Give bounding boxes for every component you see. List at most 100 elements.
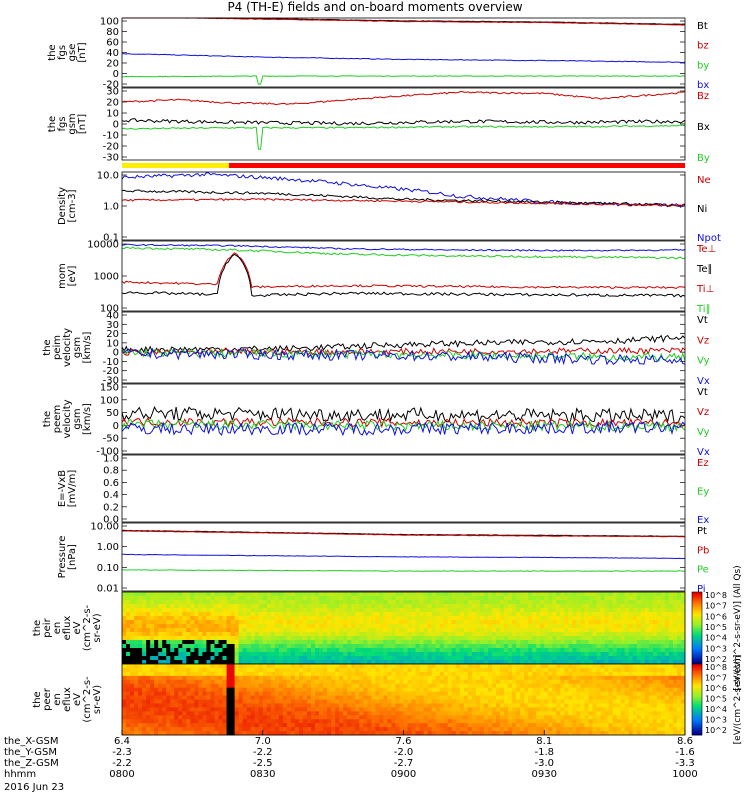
spectrogram-cell (359, 616, 364, 621)
spectrogram-cell (298, 675, 304, 681)
spectrogram-cell (186, 664, 191, 669)
spectrogram-cell (351, 648, 356, 653)
spectrogram-cell (536, 600, 541, 605)
spectrogram-cell (512, 664, 517, 669)
spectrogram-cell (463, 703, 469, 708)
spectrogram-cell (154, 640, 159, 645)
spectrogram-cell (194, 695, 199, 700)
spectrogram-cell (532, 600, 537, 605)
spectrogram-cell (242, 660, 248, 665)
spectrogram-cell (491, 687, 497, 693)
spectrogram-cell (278, 652, 284, 657)
spectrogram-cell (455, 600, 461, 605)
spectrogram-cell (532, 620, 537, 625)
spectrogram-cell (399, 620, 404, 625)
spectrogram-cell (528, 691, 533, 696)
spectrogram-cell (576, 699, 581, 704)
spectrogram-cell (451, 628, 457, 633)
spectrogram-cell (520, 592, 525, 597)
spectrogram-cell (443, 731, 449, 736)
spectrogram-cell (254, 604, 260, 609)
spectrogram-cell (431, 612, 437, 617)
spectrogram-cell (435, 608, 441, 613)
spectrogram-cell (427, 640, 433, 645)
spectrogram-cell (266, 624, 272, 629)
spectrogram-cell (371, 596, 376, 601)
spectrogram-cell (532, 703, 537, 708)
spectrogram-cell (230, 731, 235, 736)
spectrogram-cell (443, 596, 449, 601)
spectrogram-cell (298, 711, 304, 716)
spectrogram-cell (351, 691, 356, 696)
spectrogram-cell (403, 727, 408, 732)
spectrogram-cell (198, 648, 203, 653)
spectrogram-cell (343, 707, 348, 712)
spectrogram-cell (351, 671, 356, 677)
spectrogram-cell (459, 667, 465, 673)
spectrogram-cell (479, 703, 485, 708)
spectrogram-cell (202, 652, 207, 657)
spectrogram-cell (536, 691, 541, 696)
spectrogram-cell (242, 699, 248, 704)
spectrogram-cell (475, 715, 481, 720)
spectrogram-cell (242, 667, 248, 673)
spectrogram-cell (391, 683, 396, 689)
spectrogram-cell (146, 671, 151, 677)
spectrogram-cell (339, 652, 344, 657)
spectrogram-cell (302, 683, 308, 689)
spectrogram-cell (190, 644, 195, 649)
spectrogram-cell (158, 683, 163, 689)
spectrogram-cell (516, 723, 521, 728)
spectrogram-cell (459, 636, 465, 641)
spectrogram-cell (302, 664, 308, 669)
spectrogram-cell (576, 608, 581, 613)
spectrogram-cell (331, 723, 336, 728)
spectrogram-cell (302, 652, 308, 657)
spectrogram-cell (282, 616, 288, 621)
spectrogram-cell (270, 620, 276, 625)
spectrogram-cell (508, 683, 513, 689)
spectrogram-cell (656, 660, 662, 665)
spectrogram-cell (178, 695, 183, 700)
spectrogram-cell (572, 656, 577, 661)
spectrogram-cell (142, 596, 147, 601)
spectrogram-cell (560, 675, 565, 681)
spectrogram-cell (572, 731, 577, 736)
spectrogram-cell (298, 608, 304, 613)
spectrogram-cell (230, 596, 235, 601)
spectrogram-cell (363, 695, 368, 700)
spectrogram-cell (463, 624, 469, 629)
spectrogram-cell (290, 715, 296, 720)
spectrogram-cell (395, 640, 400, 645)
spectrogram-cell (628, 656, 634, 661)
spectrogram-cell (508, 699, 513, 704)
spectrogram-cell (150, 687, 155, 693)
spectrogram-cell (230, 608, 235, 613)
spectrogram-cell (359, 656, 364, 661)
spectrogram-cell (214, 679, 219, 685)
spectrogram-cell (282, 624, 288, 629)
spectrogram-cell (343, 612, 348, 617)
spectrogram-cell (636, 592, 642, 597)
spectrogram-cell (520, 703, 525, 708)
spectrogram-cell (451, 608, 457, 613)
spectrogram-cell (154, 691, 159, 696)
spectrogram-cell (419, 731, 425, 736)
spectrogram-cell (487, 640, 493, 645)
spectrogram-cell (512, 707, 517, 712)
spectrogram-cell (242, 723, 248, 728)
spectrogram-cell (552, 723, 557, 728)
spectrogram-cell (174, 703, 179, 708)
spectrogram-cell (411, 679, 416, 685)
spectrogram-cell (262, 592, 268, 597)
spectrogram-cell (664, 608, 670, 613)
spectrogram-cell (222, 624, 227, 629)
spectrogram-cell (624, 632, 630, 637)
spectrogram-cell (600, 640, 605, 645)
spectrogram-cell (592, 628, 597, 633)
spectrogram-cell (214, 703, 219, 708)
spectrogram-cell (439, 648, 445, 653)
spectrogram-cell (451, 703, 457, 708)
